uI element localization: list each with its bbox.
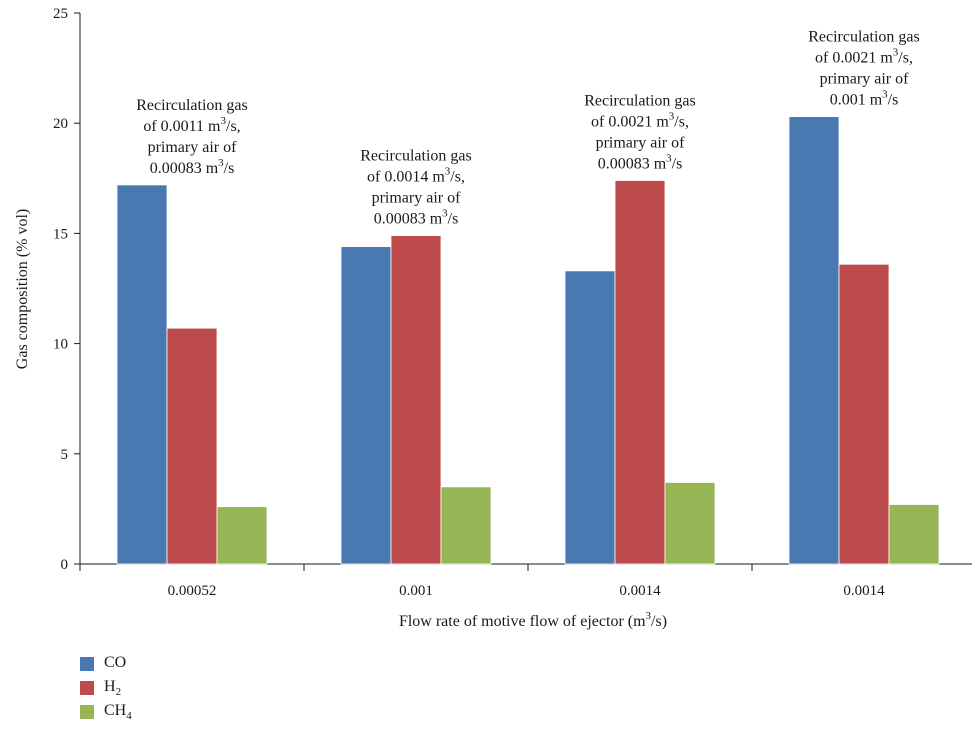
y-tick-label: 10 (53, 337, 68, 353)
legend-label-ch4: CH (104, 701, 127, 719)
axes: 0 5 10 15 20 25 0.00052 0.001 0.0014 0.0014 (53, 6, 972, 599)
annotation-line: of 0.0021 m3/s, (815, 47, 913, 67)
legend-swatch-ch4 (80, 705, 94, 719)
legend-sub-h2: 2 (115, 686, 122, 699)
annotation-line: Recirculation gas (584, 93, 696, 110)
bar-co (788, 116, 840, 565)
legend-sub-ch4: 4 (126, 710, 132, 723)
annotation-line: 0.00083 m3/s (374, 208, 459, 228)
annotation-line: primary air of (148, 139, 238, 156)
x-tick-label: 0.0014 (619, 583, 661, 599)
x-tick-label: 0.0014 (843, 583, 885, 599)
x-tick-label: 0.001 (399, 583, 433, 599)
bar-ch4 (888, 504, 940, 565)
x-axis-title: Flow rate of motive flow of ejector (m3/… (399, 610, 667, 630)
legend: CO H2 CH4 (80, 652, 132, 724)
annotation-line: primary air of (596, 135, 686, 152)
legend-item-ch4: CH4 (80, 700, 132, 724)
annotation-line: of 0.0014 m3/s, (367, 166, 465, 186)
bar-ch4 (664, 482, 716, 565)
bar-ch4 (440, 486, 492, 565)
y-tick-label: 5 (61, 447, 69, 463)
y-tick-label: 0 (61, 557, 69, 573)
bar-h2 (614, 180, 666, 565)
annotation-line: Recirculation gas (360, 148, 472, 165)
annotation-line: primary air of (820, 71, 910, 88)
bar-ch4 (216, 506, 268, 565)
annotation-line: Recirculation gas (136, 97, 248, 114)
bar-co (564, 270, 616, 565)
legend-swatch-h2 (80, 681, 94, 695)
x-axis-title-sup: 3 (646, 610, 652, 622)
legend-label-h2: H (104, 677, 116, 695)
y-axis-title: Gas composition (% vol) (14, 209, 31, 369)
bar-co (116, 184, 168, 565)
bar-h2 (390, 235, 442, 565)
legend-item-h2: H2 (80, 676, 132, 700)
bar-co (340, 246, 392, 565)
bars (116, 116, 940, 565)
legend-label-co: CO (104, 653, 127, 671)
y-tick-label: 15 (53, 226, 68, 242)
legend-item-co: CO (80, 652, 132, 676)
bar-h2 (838, 263, 890, 565)
annotation-line: of 0.0011 m3/s, (143, 115, 240, 135)
bar-h2 (166, 327, 218, 565)
annotation-line: of 0.0021 m3/s, (591, 111, 689, 131)
x-axis-title-main: Flow rate of motive flow of ejector (m (399, 613, 646, 630)
y-tick-label: 20 (53, 116, 68, 132)
annotation-line: 0.001 m3/s (830, 89, 899, 109)
x-tick-label: 0.00052 (168, 583, 217, 599)
annotation-line: 0.00083 m3/s (150, 157, 235, 177)
annotation-line: 0.00083 m3/s (598, 153, 683, 173)
annotation-line: primary air of (372, 190, 462, 207)
y-tick-label: 25 (53, 6, 68, 22)
legend-swatch-co (80, 657, 94, 671)
annotation-line: Recirculation gas (808, 29, 920, 46)
x-axis-title-tail: /s) (651, 613, 667, 630)
